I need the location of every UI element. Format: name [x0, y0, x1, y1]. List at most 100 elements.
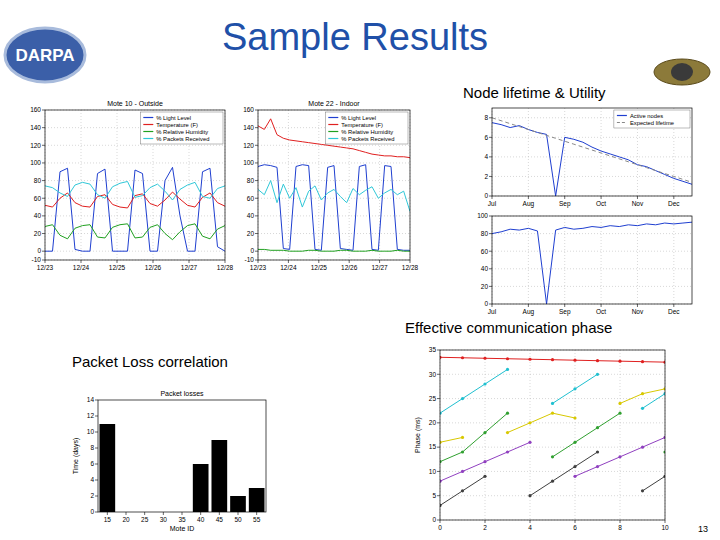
x-tick: [637, 304, 638, 307]
section-label: Node lifetime & Utility: [463, 84, 606, 101]
x-tick: [440, 520, 441, 523]
legend-label: Temperature (F): [341, 122, 383, 128]
y-tick-label: 40: [481, 265, 489, 272]
y-tick: [42, 198, 45, 199]
y-tick-label: 35: [429, 346, 437, 353]
x-tick: [492, 304, 493, 307]
grid-line: [564, 216, 565, 304]
grid-line: [81, 110, 82, 260]
grid-line: [601, 216, 602, 304]
bar: [249, 488, 265, 512]
y-tick-label: 120: [243, 142, 254, 149]
y-tick: [437, 447, 440, 448]
x-tick-label: 20: [122, 516, 130, 523]
y-tick-label: -10: [32, 256, 42, 263]
x-tick-label: 12/23: [37, 264, 54, 271]
point: [461, 489, 464, 492]
legend-label: % Relative Humidity: [156, 129, 208, 135]
x-tick-label: Aug: [523, 200, 535, 208]
x-tick: [200, 512, 201, 515]
y-tick: [42, 215, 45, 216]
y-tick-label: 0: [37, 247, 41, 254]
chart-title: Mote 10 - Outside: [107, 100, 163, 107]
y-tick: [255, 180, 258, 181]
y-tick: [437, 398, 440, 399]
y-tick: [255, 233, 258, 234]
x-tick: [349, 260, 350, 263]
x-tick: [45, 260, 46, 263]
grid-line: [258, 198, 410, 199]
legend-label: % Packets Received: [341, 136, 394, 142]
legend-swatch: [328, 131, 338, 132]
x-tick: [107, 512, 108, 515]
data-group: [492, 222, 692, 304]
grid-line: [620, 350, 621, 520]
series-line: [45, 224, 225, 240]
point: [483, 357, 486, 360]
x-tick-label: 12/28: [217, 264, 234, 271]
point: [461, 356, 464, 359]
x-tick-label: 55: [253, 516, 261, 523]
y-tick-label: 12: [87, 412, 95, 419]
y-tick: [489, 196, 492, 197]
plot-frame: [98, 400, 266, 512]
bar: [193, 464, 209, 512]
plot-frame: [492, 216, 692, 304]
x-tick-label: 30: [160, 516, 168, 523]
y-tick-label: 0: [484, 300, 488, 307]
x-tick-label: Jul: [488, 200, 497, 207]
grid-line: [492, 251, 692, 252]
x-tick-label: 2: [483, 524, 487, 531]
x-tick-label: 12/24: [280, 264, 297, 271]
x-tick-label: Aug: [523, 308, 535, 316]
x-tick-label: 0: [438, 524, 442, 531]
y-tick: [437, 520, 440, 521]
y-tick: [489, 117, 492, 118]
point: [596, 359, 599, 362]
y-tick: [42, 127, 45, 128]
grid-line: [485, 350, 486, 520]
point: [596, 465, 599, 468]
grid-line: [440, 495, 665, 496]
x-tick-label: 4: [528, 524, 532, 531]
y-tick-label: 4: [484, 153, 488, 160]
point: [596, 450, 599, 453]
y-tick: [489, 268, 492, 269]
grid-line: [440, 447, 665, 448]
x-tick: [485, 520, 486, 523]
x-tick: [238, 512, 239, 515]
x-tick-label: 6: [573, 524, 577, 531]
x-tick: [528, 196, 529, 199]
series-line: [440, 357, 665, 362]
point: [506, 368, 509, 371]
grid-line: [45, 180, 225, 181]
point: [461, 397, 464, 400]
y-axis-label: Time (days): [72, 438, 80, 475]
data-group: [99, 424, 264, 512]
y-tick-label: -10: [245, 256, 255, 263]
y-tick-label: 8: [90, 444, 94, 451]
y-tick: [255, 215, 258, 216]
point: [551, 402, 554, 405]
x-tick-label: 8: [618, 524, 622, 531]
plot-frame: [258, 110, 410, 260]
x-tick-label: Sep: [559, 308, 571, 316]
y-tick-label: 6: [90, 460, 94, 467]
y-tick: [489, 156, 492, 157]
bar: [99, 424, 115, 512]
y-tick-label: 140: [243, 124, 254, 131]
slide-title: Sample Results: [222, 16, 488, 58]
x-tick: [601, 304, 602, 307]
logo-right: [654, 59, 710, 85]
y-tick-label: 160: [243, 106, 254, 113]
y-tick-label: 4: [90, 476, 94, 483]
point: [641, 489, 644, 492]
y-tick-label: 0: [432, 516, 436, 523]
y-tick: [255, 110, 258, 111]
data-group: [258, 119, 410, 251]
point: [573, 416, 576, 419]
y-tick-label: 0: [90, 508, 94, 515]
legend-swatch: [143, 117, 153, 118]
series-line: [492, 123, 692, 196]
chart-title: Mote 22 - Indoor: [308, 100, 360, 107]
